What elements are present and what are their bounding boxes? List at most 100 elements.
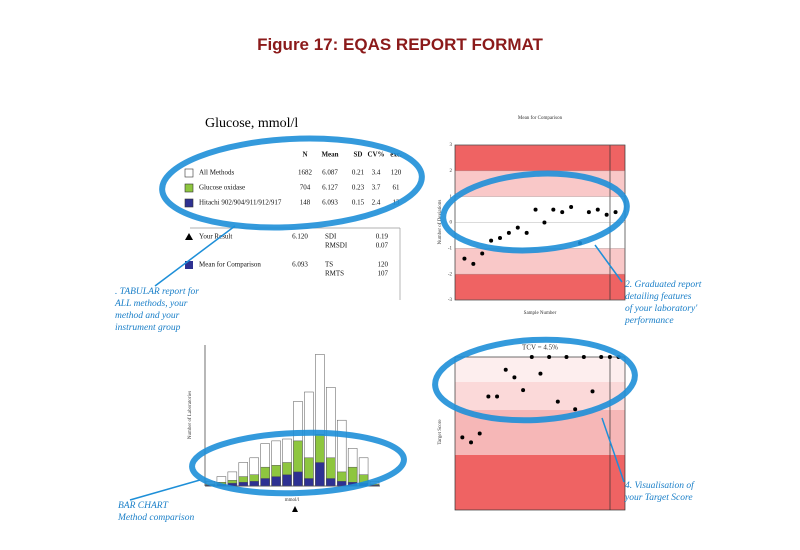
highlight-ellipse: [432, 336, 638, 424]
data-point: [503, 367, 508, 372]
cell: 0.23: [352, 184, 365, 192]
pointer: [594, 244, 623, 283]
x-axis-label: mmol/l: [285, 498, 300, 503]
cell: 6.127: [322, 184, 338, 192]
stat-name: RMSDI: [325, 242, 348, 250]
data-point: [521, 388, 526, 393]
data-point: [547, 355, 552, 359]
cell: 3.7: [372, 184, 381, 192]
cell: 0.15: [352, 199, 365, 207]
column-header: N: [302, 151, 307, 159]
pointer: [601, 417, 625, 483]
cell: 1682: [298, 169, 313, 177]
annotation: ALL methods, your: [114, 299, 188, 309]
data-point: [460, 435, 465, 440]
bar: [304, 478, 314, 487]
x-axis-label: Sample Number: [524, 311, 557, 316]
bar: [315, 462, 325, 487]
data-point: [469, 440, 474, 445]
band: [455, 455, 625, 510]
data-point: [604, 212, 609, 217]
cell: 3.4: [372, 169, 381, 177]
cell: 6.087: [322, 169, 338, 177]
y-tick-label: 2: [450, 169, 453, 174]
data-point: [599, 355, 604, 359]
row-label: Mean for Comparison: [199, 261, 261, 269]
bar: [271, 476, 281, 487]
row-label: All Methods: [199, 169, 234, 177]
data-point: [495, 394, 500, 399]
data-point: [477, 431, 482, 436]
data-point: [471, 261, 476, 266]
data-point: [581, 355, 586, 359]
stat-value: 0.07: [376, 242, 389, 250]
cell: 6.093: [322, 199, 338, 207]
annotation: method and your: [115, 311, 180, 321]
annotation: of your laboratory': [625, 303, 698, 314]
legend-swatch: [184, 183, 194, 193]
legend-swatch: [184, 168, 194, 178]
bar: [249, 481, 259, 487]
annotation: BAR CHART: [118, 501, 169, 511]
data-point: [569, 205, 574, 209]
band: [455, 357, 625, 382]
annotation: . TABULAR report for: [115, 286, 199, 297]
column-header: Mean: [321, 151, 338, 159]
data-point: [573, 407, 578, 412]
highlights: [159, 135, 638, 497]
chart-title: Mean for Comparison: [518, 116, 563, 121]
result-marker: [292, 506, 298, 512]
frame: [454, 356, 626, 511]
cell: 6.093: [292, 261, 308, 269]
stat-name: SDI: [325, 233, 337, 241]
row-label: Hitachi 902/904/911/912/917: [199, 199, 282, 207]
legend-swatch: [184, 198, 194, 208]
pointers: [129, 225, 625, 501]
highlight-ellipse: [159, 135, 425, 231]
annotation: 2. Graduated report: [625, 280, 702, 290]
data-point: [512, 375, 517, 380]
column-header: CV%: [367, 151, 384, 159]
bar: [260, 478, 270, 487]
annotation: instrument group: [115, 323, 181, 333]
y-tick-label: 0: [450, 221, 453, 226]
data-point: [542, 220, 547, 225]
annotation: your Target Score: [624, 493, 693, 503]
pointer: [129, 479, 201, 501]
annotation: Method comparison: [117, 513, 195, 523]
band: [455, 382, 625, 410]
data-point: [564, 355, 569, 359]
cell: 148: [300, 199, 311, 207]
data-point: [498, 236, 502, 240]
data-point: [462, 256, 467, 261]
highlight-ellipse: [189, 429, 407, 497]
column-header: SD: [354, 151, 363, 159]
pointer: [154, 225, 236, 287]
annotation: 4. Visualisation of: [625, 480, 695, 491]
data-point: [551, 207, 556, 212]
data-point: [533, 207, 538, 212]
chart-title: TCV = 4.5%: [522, 344, 558, 352]
data-point: [480, 251, 485, 256]
bar: [337, 481, 347, 487]
y-axis-label: Target Score: [438, 419, 443, 445]
row-label: Glucose oxidase: [199, 184, 245, 192]
data-point: [586, 210, 591, 215]
data-point: [529, 355, 534, 359]
data-point: [595, 207, 600, 212]
cell: 120: [391, 169, 402, 177]
y-axis-label: Number of Deviations: [438, 200, 443, 245]
bar: [282, 474, 292, 487]
cell: 6.120: [292, 233, 308, 241]
stat-value: 120: [378, 261, 389, 269]
data-point: [524, 230, 529, 235]
annotation: performance: [624, 315, 674, 326]
highlight-ellipse: [440, 170, 630, 254]
table-title: Glucose, mmol/l: [205, 116, 298, 131]
stat-value: 0.19: [376, 233, 389, 241]
y-tick-label: -2: [448, 272, 453, 277]
figure-title: Figure 17: EQAS REPORT FORMAT: [257, 35, 543, 54]
cell: 2.4: [372, 199, 381, 207]
row-label: Your Result: [199, 233, 232, 241]
cell: 61: [393, 184, 401, 192]
